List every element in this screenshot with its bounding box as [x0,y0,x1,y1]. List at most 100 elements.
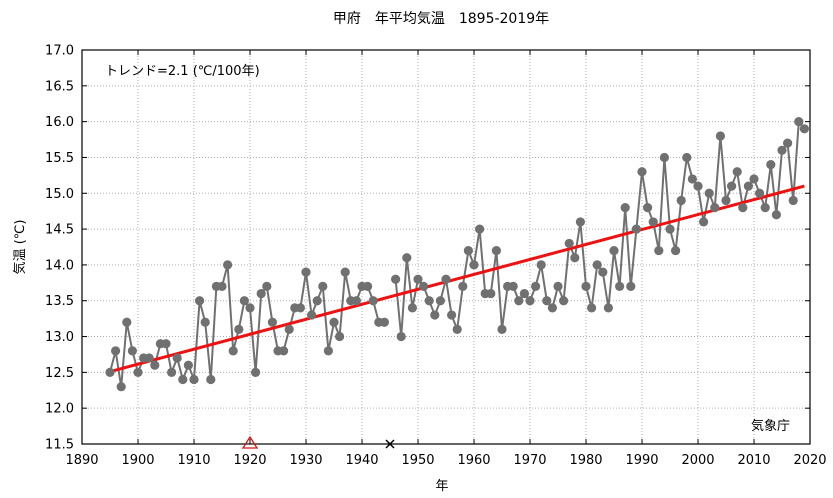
data-point [206,374,216,385]
data-point [452,324,462,334]
data-point [234,324,244,334]
data-point [771,210,782,220]
data-point [536,260,546,270]
data-point [469,260,479,270]
data-point [144,353,154,363]
x-tick-label: 1990 [625,453,658,468]
y-tick-label: 14.0 [45,258,74,273]
data-point [284,324,294,334]
data-point [463,245,473,256]
data-point [167,367,177,377]
data-point [178,374,188,385]
data-point [441,274,451,284]
data-point [743,181,754,191]
x-axis-label: 年 [435,479,448,494]
x-tick-label: 1930 [289,453,322,468]
temperature-line [394,118,806,337]
y-tick-label: 16.5 [45,79,74,94]
data-point [587,303,597,313]
data-point [682,152,692,163]
data-point [788,195,798,206]
x-tick-label: 1960 [457,453,490,468]
data-point [279,346,289,356]
x-tick-label: 2000 [681,453,714,468]
data-point [547,303,558,313]
data-point [245,303,255,313]
data-point [127,346,137,356]
data-point [435,296,445,306]
data-point [391,274,401,284]
temperature-line [109,264,385,387]
data-point [693,181,703,191]
data-point [379,317,389,327]
data-point [727,181,737,191]
data-point [553,281,563,291]
data-point [643,203,653,213]
data-point [368,296,378,306]
cross-stroke [385,439,395,449]
data-point [424,296,434,306]
x-tick-label: 1920 [233,453,266,468]
data-point [475,224,485,234]
y-tick-label: 15.0 [45,187,74,202]
series-layer [105,117,810,392]
data-point [223,260,233,270]
data-point [615,281,625,291]
data-point [340,267,350,277]
missing-data-cross-marker [385,439,395,449]
chart-title: 甲府 年平均気温 1895-2019年 [333,11,549,27]
y-tick-label: 17.0 [45,44,74,59]
data-point [760,203,770,213]
y-tick-label: 14.5 [45,223,74,238]
data-point [671,245,681,256]
data-point [239,296,249,306]
x-tick-label: 2020 [793,453,826,468]
data-point [301,267,311,277]
data-point [122,317,132,327]
data-point [570,253,580,263]
plot-frame [81,49,811,445]
data-point [312,296,322,306]
relocation-triangle-marker [241,435,259,449]
data-point [783,138,793,148]
y-tick-label: 12.5 [45,366,74,381]
x-tick-label: 2010 [737,453,770,468]
data-point [626,281,636,291]
data-point [631,224,642,234]
x-axis: 1890 1900 1910 1920 1930 1940 1950 1960 1970 1980… [65,50,827,468]
data-point [217,281,227,291]
x-tick-label: 1900 [121,453,154,468]
trend-line [109,184,805,374]
data-point [419,281,429,291]
data-point [592,260,602,270]
y-tick-label: 15.5 [45,151,74,166]
data-point [721,195,731,206]
data-point [183,360,193,370]
data-point [228,346,238,356]
data-point [603,303,614,313]
data-point [665,224,675,234]
markers-layer [241,435,395,449]
data-point [318,281,328,291]
y-axis: 11.5 12.0 12.5 13.0 13.5 14.0 14.5 15.0 15.5 16.0… [45,44,810,453]
data-point [105,367,115,377]
data-point [251,367,261,377]
x-tick-label: 1940 [345,453,378,468]
data-point [307,310,317,320]
data-point [267,317,277,327]
data-point [575,217,586,227]
data-point [704,188,714,198]
data-point [200,317,210,327]
x-tick-label: 1970 [513,453,546,468]
data-point [738,203,748,213]
data-point [732,167,742,177]
data-point [133,367,143,377]
data-point [497,324,507,334]
data-point [525,296,535,306]
data-point [659,152,670,163]
x-tick-label: 1980 [569,453,602,468]
data-point [413,274,423,284]
x-tick-label: 1910 [177,453,210,468]
data-point [161,339,171,349]
data-point [559,296,569,306]
